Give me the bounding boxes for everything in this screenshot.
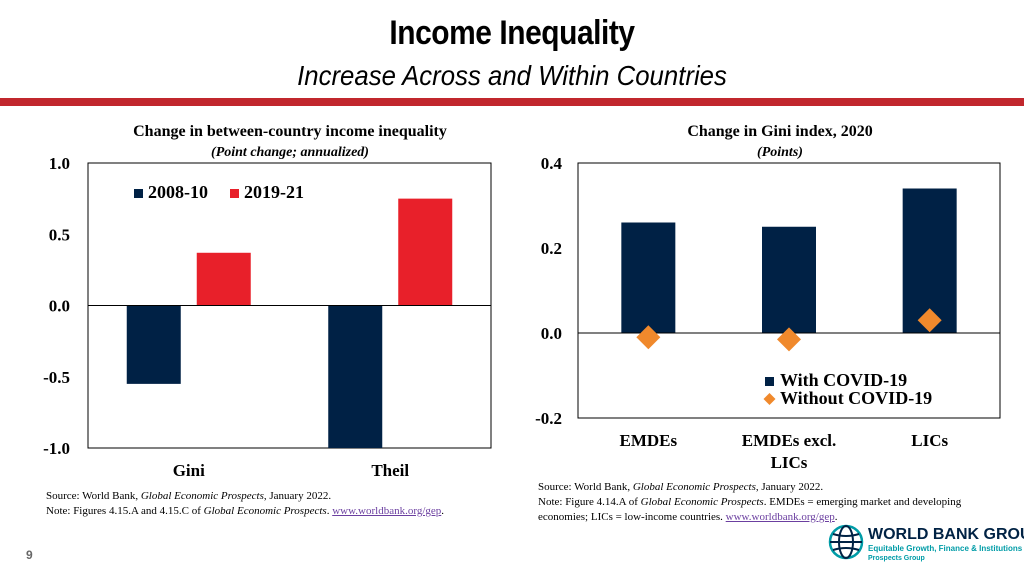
accent-divider <box>0 98 1024 106</box>
marker-without-covid-EMDEs excl. LICs <box>777 327 801 352</box>
y-tick-label: -0.2 <box>535 409 562 428</box>
legend-swatch <box>230 189 239 198</box>
marker-without-covid-EMDEs <box>636 325 661 350</box>
slide-title: Income Inequality <box>389 14 635 52</box>
gep-link-left[interactable]: www.worldbank.org/gep <box>332 505 442 517</box>
y-tick-label: 0.5 <box>49 225 70 244</box>
y-tick-label: -1.0 <box>43 439 70 458</box>
gep-link-right[interactable]: www.worldbank.org/gep <box>725 511 835 523</box>
page-number: 9 <box>26 548 33 562</box>
logo-group: Prospects Group <box>868 555 925 562</box>
y-tick-label: 0.0 <box>49 297 70 316</box>
y-tick-label: 0.0 <box>541 324 562 343</box>
legend-swatch <box>134 189 143 198</box>
marker-without-covid-LICs <box>917 308 942 333</box>
legend-swatch <box>763 393 776 405</box>
bar-2019-21-Gini <box>196 252 251 306</box>
x-tick-label: EMDEs <box>620 431 678 450</box>
left-source-note: Source: World Bank, Global Economic Pros… <box>46 490 445 517</box>
legend-label: Without COVID-19 <box>780 388 932 408</box>
logo-name: WORLD BANK GROUP <box>868 526 1024 543</box>
legend-label: With COVID-19 <box>780 370 907 390</box>
legend-label: 2019-21 <box>244 182 304 202</box>
x-tick-label: Theil <box>371 461 409 480</box>
x-tick-label: LICs <box>771 453 808 472</box>
right-chart-subtitle: (Points) <box>757 145 803 160</box>
logo-department: Equitable Growth, Finance & Institutions <box>868 544 1023 553</box>
bar-2008-10-Gini <box>126 305 181 384</box>
globe-icon <box>828 524 864 560</box>
bar-with-covid-EMDEs excl. LICs <box>762 226 816 333</box>
y-tick-label: 0.2 <box>541 239 562 258</box>
x-tick-label: LICs <box>911 431 948 450</box>
x-tick-label: EMDEs excl. <box>742 431 836 450</box>
slide-subtitle: Increase Across and Within Countries <box>297 60 727 91</box>
y-tick-label: -0.5 <box>43 368 70 387</box>
y-tick-label: 0.4 <box>541 154 563 173</box>
x-tick-label: Gini <box>173 461 205 480</box>
legend-swatch <box>765 377 774 386</box>
bar-2008-10-Theil <box>328 305 383 448</box>
bar-with-covid-EMDEs <box>621 222 676 333</box>
world-bank-logo: WORLD BANK GROUP Equitable Growth, Finan… <box>826 518 1024 566</box>
y-tick-label: 1.0 <box>49 154 70 173</box>
legend-label: 2008-10 <box>148 182 208 202</box>
bar-2019-21-Theil <box>398 198 453 306</box>
left-chart-subtitle: (Point change; annualized) <box>211 145 369 160</box>
right-source-note: Source: World Bank, Global Economic Pros… <box>538 481 962 523</box>
left-chart-title: Change in between-country income inequal… <box>133 123 447 140</box>
right-chart-title: Change in Gini index, 2020 <box>687 123 873 140</box>
